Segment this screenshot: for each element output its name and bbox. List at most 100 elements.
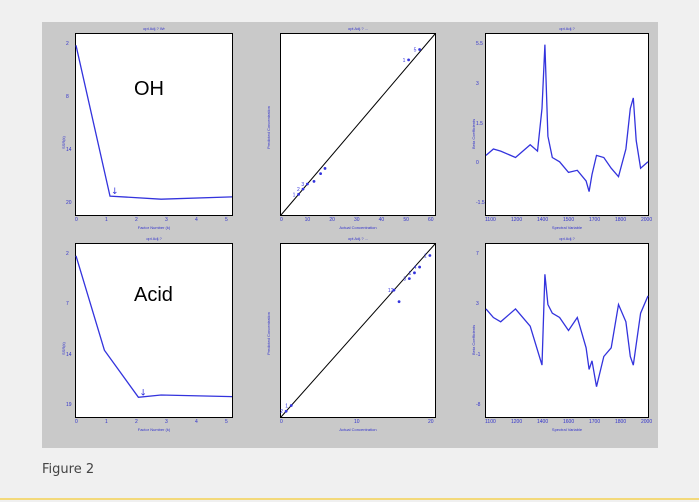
oh-ssr-xtick-4: 4 [195, 217, 198, 223]
acid-fit-xtick-0: 0 [280, 419, 283, 425]
acid-ssr-title: opt Adj.? [146, 236, 162, 241]
acid-ssr-xtick-5: 5 [225, 419, 228, 425]
oh-ssr-xlabel: Factor Number (k) [137, 225, 171, 230]
acid-ssr-ytick-1: 7 [66, 301, 69, 308]
acid-ssr-xlabel: Factor Number (k) [137, 427, 171, 432]
oh-ssr-marker: ↓ [111, 187, 119, 197]
acid-fit-point-label-7: 1 [424, 254, 427, 260]
acid-coef-svg [485, 274, 649, 387]
oh-ssr-xtick-3: 3 [165, 217, 168, 223]
row-label-oh: OH [134, 78, 164, 100]
oh-ssr-series-0 [75, 45, 233, 200]
acid-coef-xtick-4: 1700 [589, 419, 601, 425]
acid-ssr-xtick-3: 3 [165, 419, 168, 425]
figure-caption: Figure 2 [42, 462, 95, 477]
acid-fit-point-0 [284, 409, 288, 413]
oh-ssr-xtick-1: 1 [105, 217, 108, 223]
oh-coef-ytick-1: 3 [476, 80, 479, 87]
acid-coef-ytick-1: 3 [476, 301, 479, 308]
acid-coef-ylabel: Beta Coefficients [471, 324, 476, 355]
oh-fit-ylabel: Predicted Concentration [266, 105, 271, 149]
acid-fit-point-label-2: 12 [388, 288, 394, 294]
oh-fit-point-label-1: 2 [297, 187, 300, 193]
acid-ssr-ytick-3: 19 [66, 402, 72, 408]
oh-coef-xtick-5: 1800 [615, 217, 627, 223]
oh-ssr-xtick-2: 2 [135, 217, 138, 223]
acid-coef-plot [485, 243, 649, 418]
oh-coef-plot [485, 33, 649, 216]
acid-fit-point-2 [392, 288, 396, 292]
oh-fit-point-7 [418, 48, 421, 51]
oh-ssr-xtick-5: 5 [225, 217, 228, 223]
oh-coef-ytick-2: 1.5 [476, 120, 483, 127]
acid-coef-series-0 [485, 274, 649, 387]
acid-fit-fit-line [280, 243, 436, 418]
acid-fit-xtick-2: 20 [428, 419, 434, 425]
oh-ssr-ytick-3: 20 [66, 200, 72, 206]
oh-ssr-svg: ↓ [75, 45, 233, 200]
oh-coef-xtick-6: 2000 [641, 217, 653, 223]
acid-ssr-xtick-0: 0 [75, 419, 78, 425]
acid-ssr-series-0 [75, 255, 233, 398]
acid-ssr-xtick-2: 2 [135, 419, 138, 425]
oh-coef-title: opt Adj.? [559, 26, 575, 31]
oh-coef-xlabel: Spectral Variable [551, 225, 583, 230]
oh-fit-point-5 [323, 167, 327, 170]
acid-fit-point-5 [413, 271, 416, 275]
oh-fit-point-label-2: 3 [301, 182, 304, 188]
oh-ssr-title: opt Adj.? Wr [143, 26, 165, 31]
acid-fit-point-1 [289, 404, 293, 407]
acid-coef-ytick-2: -1 [476, 351, 481, 358]
acid-coef-ytick-0: 7 [476, 251, 479, 257]
acid-coef-xtick-2: 1400 [537, 419, 549, 425]
acid-fit-ylabel: Predicted Concentration [266, 311, 271, 355]
acid-fit-point-4 [407, 277, 411, 280]
oh-fit-point-label-7: 5 [414, 48, 417, 54]
oh-fit-xtick-2: 20 [329, 217, 335, 223]
oh-coef-svg [485, 44, 649, 192]
acid-ssr-ytick-0: 2 [66, 251, 69, 257]
oh-fit-point-3 [312, 179, 316, 183]
acid-coef-ytick-3: -8 [476, 402, 481, 408]
oh-coef-ytick-4: -1.5 [476, 200, 485, 206]
oh-fit-xtick-4: 40 [378, 217, 385, 223]
acid-coef-xlabel: Spectral Variable [551, 427, 583, 432]
oh-coef-xtick-3: 1500 [563, 217, 575, 223]
acid-ssr-ytick-2: 14 [66, 351, 72, 358]
row-label-acid: Acid [134, 284, 173, 306]
acid-ssr-svg: ↓ [75, 255, 233, 398]
acid-fit-point-7 [428, 254, 432, 257]
oh-fit-xtick-3: 30 [354, 217, 360, 223]
oh-fit-title: opt Adj.? ... [347, 26, 368, 31]
acid-coef-xtick-6: 2000 [641, 419, 653, 425]
oh-ssr-xtick-0: 0 [75, 217, 78, 223]
oh-coef-xtick-2: 1400 [537, 217, 549, 223]
acid-fit-xtick-1: 10 [354, 419, 360, 425]
acid-ssr-plot: ↓ [75, 243, 233, 418]
acid-fit-point-label-6: 4 [414, 265, 417, 271]
oh-fit-point-2 [306, 182, 309, 186]
acid-fit-xlabel: Actual Concentration [339, 427, 377, 432]
oh-ssr-ytick-2: 14 [66, 147, 72, 153]
oh-coef-ytick-0: 5.5 [476, 41, 483, 47]
oh-fit-point-1 [301, 187, 305, 191]
acid-coef-title: opt Adj.? [559, 236, 575, 241]
bottom-rule [0, 498, 699, 500]
oh-fit-xtick-6: 60 [428, 217, 434, 223]
oh-fit-xlabel: Actual Concentration [339, 225, 377, 230]
oh-fit-point-6 [407, 58, 410, 62]
oh-fit-xtick-1: 10 [304, 217, 311, 223]
acid-ssr-xtick-4: 4 [195, 419, 198, 425]
acid-ssr-marker: ↓ [139, 388, 147, 398]
acid-fit-point-3 [397, 300, 401, 304]
acid-fit-point-label-4: 3 [403, 277, 406, 283]
oh-ssr-ytick-1: 8 [66, 94, 69, 100]
oh-fit-point-0 [297, 192, 300, 196]
oh-fit-point-label-0: 1 [293, 192, 296, 198]
oh-coef-xtick-0: 1100 [485, 217, 496, 223]
acid-ssr-xtick-1: 1 [105, 419, 108, 425]
acid-coef-xtick-0: 1100 [485, 419, 496, 425]
